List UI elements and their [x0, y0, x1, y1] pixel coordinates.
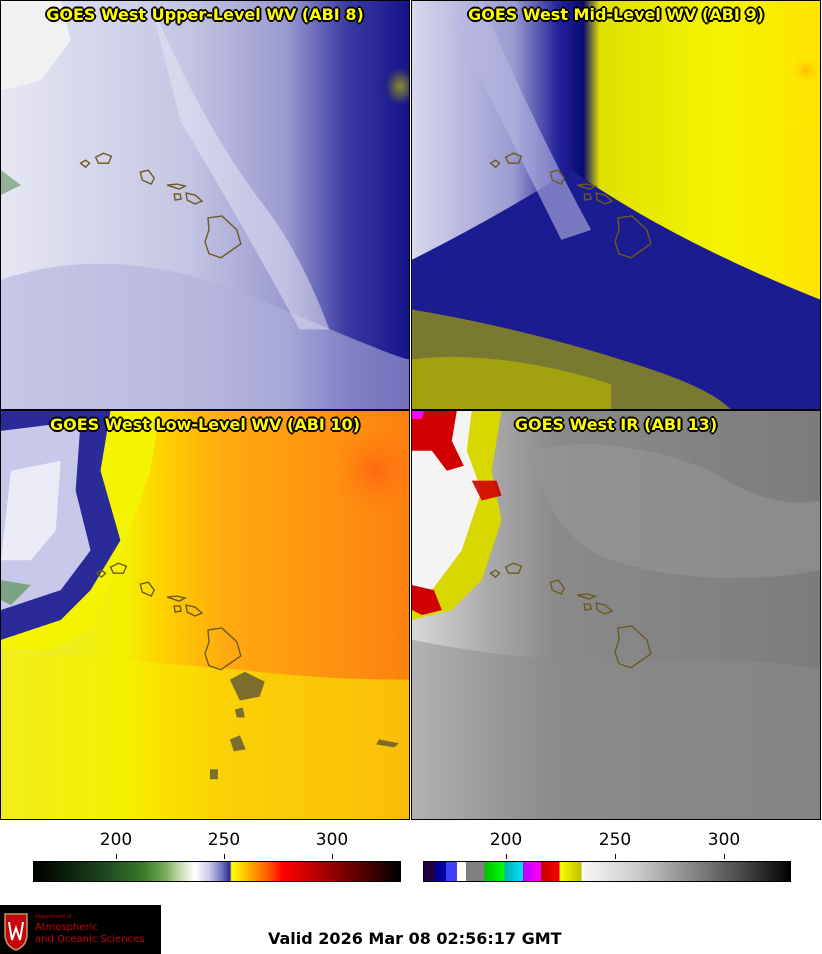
colorbar-tick-label: 300	[707, 830, 741, 850]
panel-title: GOES West Low-Level WV (ABI 10)	[49, 415, 360, 434]
logo-name-line1: Atmospheric	[35, 922, 98, 933]
panel-ir: GOES West IR (ABI 13)	[411, 410, 821, 820]
ir-image	[412, 411, 820, 819]
colorbar-tick	[615, 854, 616, 859]
logo-department: Department of	[35, 914, 72, 920]
left-colorbar: 200 250 300	[0, 822, 411, 892]
panel-title: GOES West Mid-Level WV (ABI 9)	[468, 5, 764, 24]
logo-name-line2: and Oceanic Sciences	[35, 934, 145, 945]
panel-upper-level-wv: GOES West Upper-Level WV (ABI 8)	[0, 0, 410, 410]
right-colorbar: 200 250 300	[0, 822, 822, 892]
colorbar-tick	[506, 854, 507, 859]
colorbar-tick	[724, 854, 725, 859]
wv-colorbar	[33, 861, 401, 882]
colorbar-tick-label: 250	[598, 830, 632, 850]
upper-level-wv-image	[1, 1, 409, 409]
low-level-wv-image	[1, 411, 409, 819]
aos-logo: Department of Atmospheric and Oceanic Sc…	[0, 905, 161, 954]
panel-title: GOES West Upper-Level WV (ABI 8)	[46, 5, 364, 24]
valid-time: Valid 2026 Mar 08 02:56:17 GMT	[268, 929, 562, 948]
colorbar-tick	[116, 854, 117, 859]
colorbar-tick	[224, 854, 225, 859]
panel-mid-level-wv: GOES West Mid-Level WV (ABI 9)	[411, 0, 821, 410]
ir-colorbar	[423, 861, 791, 882]
colorbar-tick-label: 300	[315, 830, 349, 850]
uw-crest-icon	[4, 913, 28, 951]
colorbar-tick-label: 200	[99, 830, 133, 850]
mid-level-wv-image	[412, 1, 820, 409]
colorbar-tick-label: 250	[207, 830, 241, 850]
panel-title: GOES West IR (ABI 13)	[514, 415, 718, 434]
colorbar-tick	[332, 854, 333, 859]
panel-low-level-wv: GOES West Low-Level WV (ABI 10)	[0, 410, 410, 820]
colorbar-tick-label: 200	[489, 830, 523, 850]
